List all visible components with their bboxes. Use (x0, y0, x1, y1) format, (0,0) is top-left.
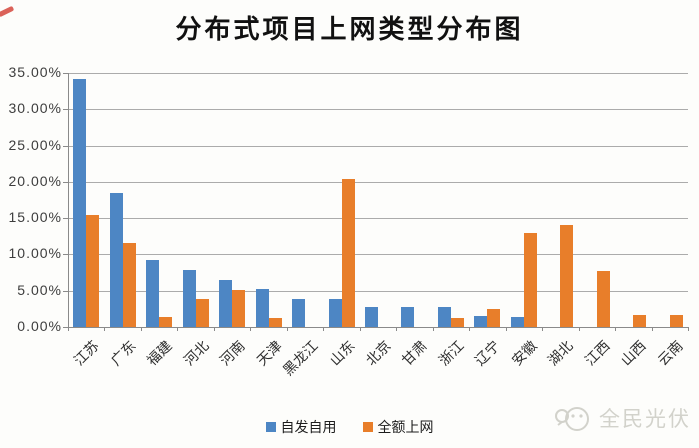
chart-title: 分布式项目上网类型分布图 (175, 15, 524, 45)
x-axis-tick (213, 327, 215, 331)
bar-全额上网 (86, 215, 100, 327)
gridline (68, 145, 688, 147)
x-axis-tick (469, 327, 471, 331)
x-axis-tick (286, 327, 288, 331)
x-axis-tick (104, 327, 106, 331)
bar-自发自用 (365, 307, 378, 327)
x-axis-tick (615, 327, 617, 331)
watermark: 全民光伏 (552, 401, 691, 435)
y-axis-label: 20.00% (8, 172, 62, 189)
x-axis-tick (396, 327, 398, 331)
x-axis-tick (688, 327, 689, 331)
legend-label: 全额上网 (377, 420, 434, 436)
x-axis-tick (323, 327, 325, 331)
legend-label: 自发自用 (280, 420, 337, 436)
x-axis-tick (651, 327, 653, 331)
y-axis-label: 25.00% (8, 136, 62, 153)
legend-item-full-feedin: 全额上网 (362, 417, 434, 437)
bar-自发自用 (292, 298, 306, 327)
y-axis-tick (63, 218, 68, 220)
x-axis-tick (578, 327, 580, 331)
y-axis-label: 0.00% (17, 318, 62, 334)
gridline (68, 254, 688, 256)
x-axis-tick (432, 327, 434, 331)
bar-全额上网 (487, 308, 501, 327)
bar-全额上网 (633, 315, 647, 327)
bar-全额上网 (450, 317, 464, 327)
bar-自发自用 (146, 260, 160, 327)
bar-自发自用 (437, 307, 451, 327)
y-axis-label: 5.00% (17, 281, 62, 298)
x-axis-tick (250, 327, 252, 331)
bar-全额上网 (159, 316, 173, 327)
y-axis-tick (63, 290, 68, 292)
gridline (68, 290, 688, 292)
bar-全额上网 (523, 233, 537, 327)
y-axis-label: 30.00% (8, 100, 62, 117)
bar-全额上网 (669, 315, 683, 327)
x-axis-tick (359, 327, 361, 331)
watermark-text: 全民光伏 (599, 408, 691, 431)
orange-square-icon (362, 422, 373, 432)
gridline (68, 218, 688, 220)
legend-item-self-use: 自发自用 (265, 417, 337, 437)
bar-自发自用 (182, 269, 196, 327)
bar-全额上网 (560, 224, 574, 327)
y-axis-tick (63, 73, 68, 74)
bar-全额上网 (122, 242, 136, 327)
bar-自发自用 (255, 288, 269, 327)
x-axis-tick (140, 327, 142, 331)
gridline (68, 73, 688, 74)
bar-自发自用 (474, 316, 488, 327)
bar-自发自用 (73, 78, 87, 327)
bar-全额上网 (268, 317, 282, 327)
bar-自发自用 (510, 316, 524, 327)
y-axis-line (68, 73, 69, 327)
bar-自发自用 (109, 193, 123, 327)
x-axis-tick (68, 327, 69, 331)
x-axis-tick (542, 327, 544, 331)
y-axis-tick (63, 109, 68, 111)
blue-square-icon (265, 422, 276, 432)
bar-全额上网 (341, 178, 355, 327)
bar-自发自用 (219, 279, 233, 327)
bar-全额上网 (195, 298, 209, 327)
x-axis-tick (177, 327, 179, 331)
bar-全额上网 (232, 289, 246, 327)
chat-face-logo-icon (555, 407, 589, 431)
bar-自发自用 (401, 307, 415, 327)
x-axis-tick (505, 327, 507, 331)
y-axis-label: 10.00% (8, 245, 62, 262)
chart-legend: 自发自用 全额上网 (0, 417, 699, 437)
y-axis-tick (63, 181, 68, 183)
bar-全额上网 (596, 271, 610, 327)
y-axis-label: 35.00% (8, 64, 62, 80)
y-axis-tick (63, 327, 68, 328)
bar-自发自用 (328, 298, 342, 327)
gridline (68, 181, 688, 183)
x-axis-line (68, 327, 688, 328)
gridline (68, 109, 688, 111)
y-axis-label: 15.00% (8, 209, 62, 226)
y-axis-tick (63, 254, 68, 256)
y-axis-tick (63, 145, 68, 147)
